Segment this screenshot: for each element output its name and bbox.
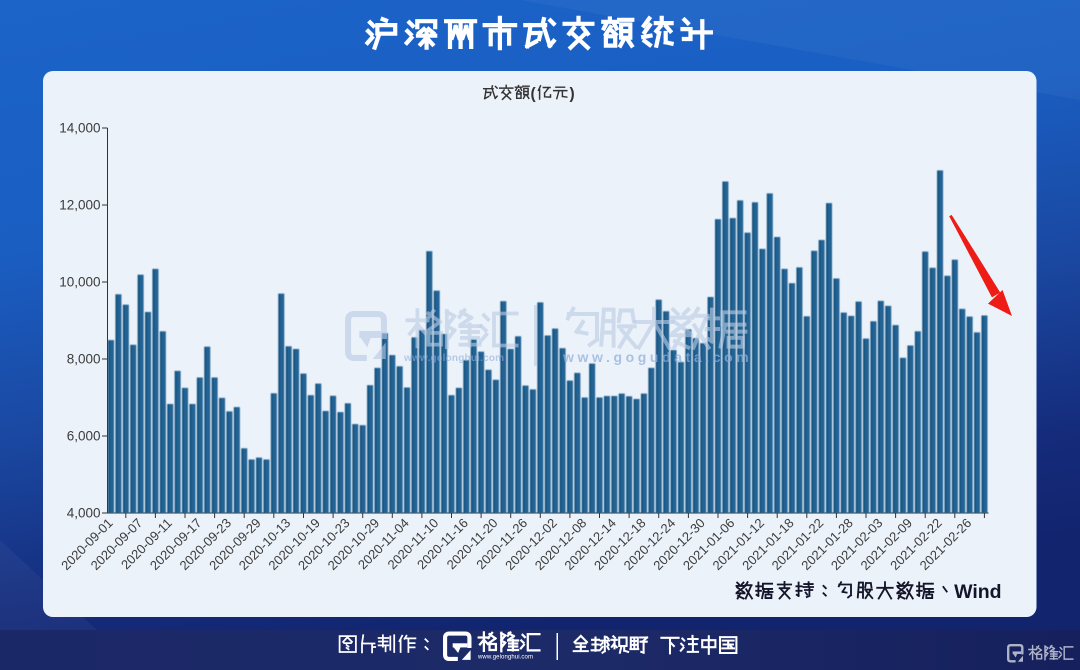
svg-text:): ) [570, 86, 575, 103]
svg-text:www.gelonghui.com: www.gelonghui.com [477, 655, 533, 661]
svg-text:Wind: Wind [954, 581, 1001, 603]
svg-text:4,000: 4,000 [67, 506, 101, 521]
svg-text:www.gogudata.com: www.gogudata.com [562, 349, 752, 365]
svg-text:8,000: 8,000 [67, 352, 101, 367]
svg-text:10,000: 10,000 [59, 275, 100, 290]
svg-text:12,000: 12,000 [59, 198, 100, 213]
svg-text:(: ( [531, 86, 537, 103]
svg-text:www.gelonghui.com: www.gelonghui.com [403, 353, 504, 364]
svg-text:6,000: 6,000 [67, 429, 101, 444]
svg-text:14,000: 14,000 [59, 121, 100, 136]
